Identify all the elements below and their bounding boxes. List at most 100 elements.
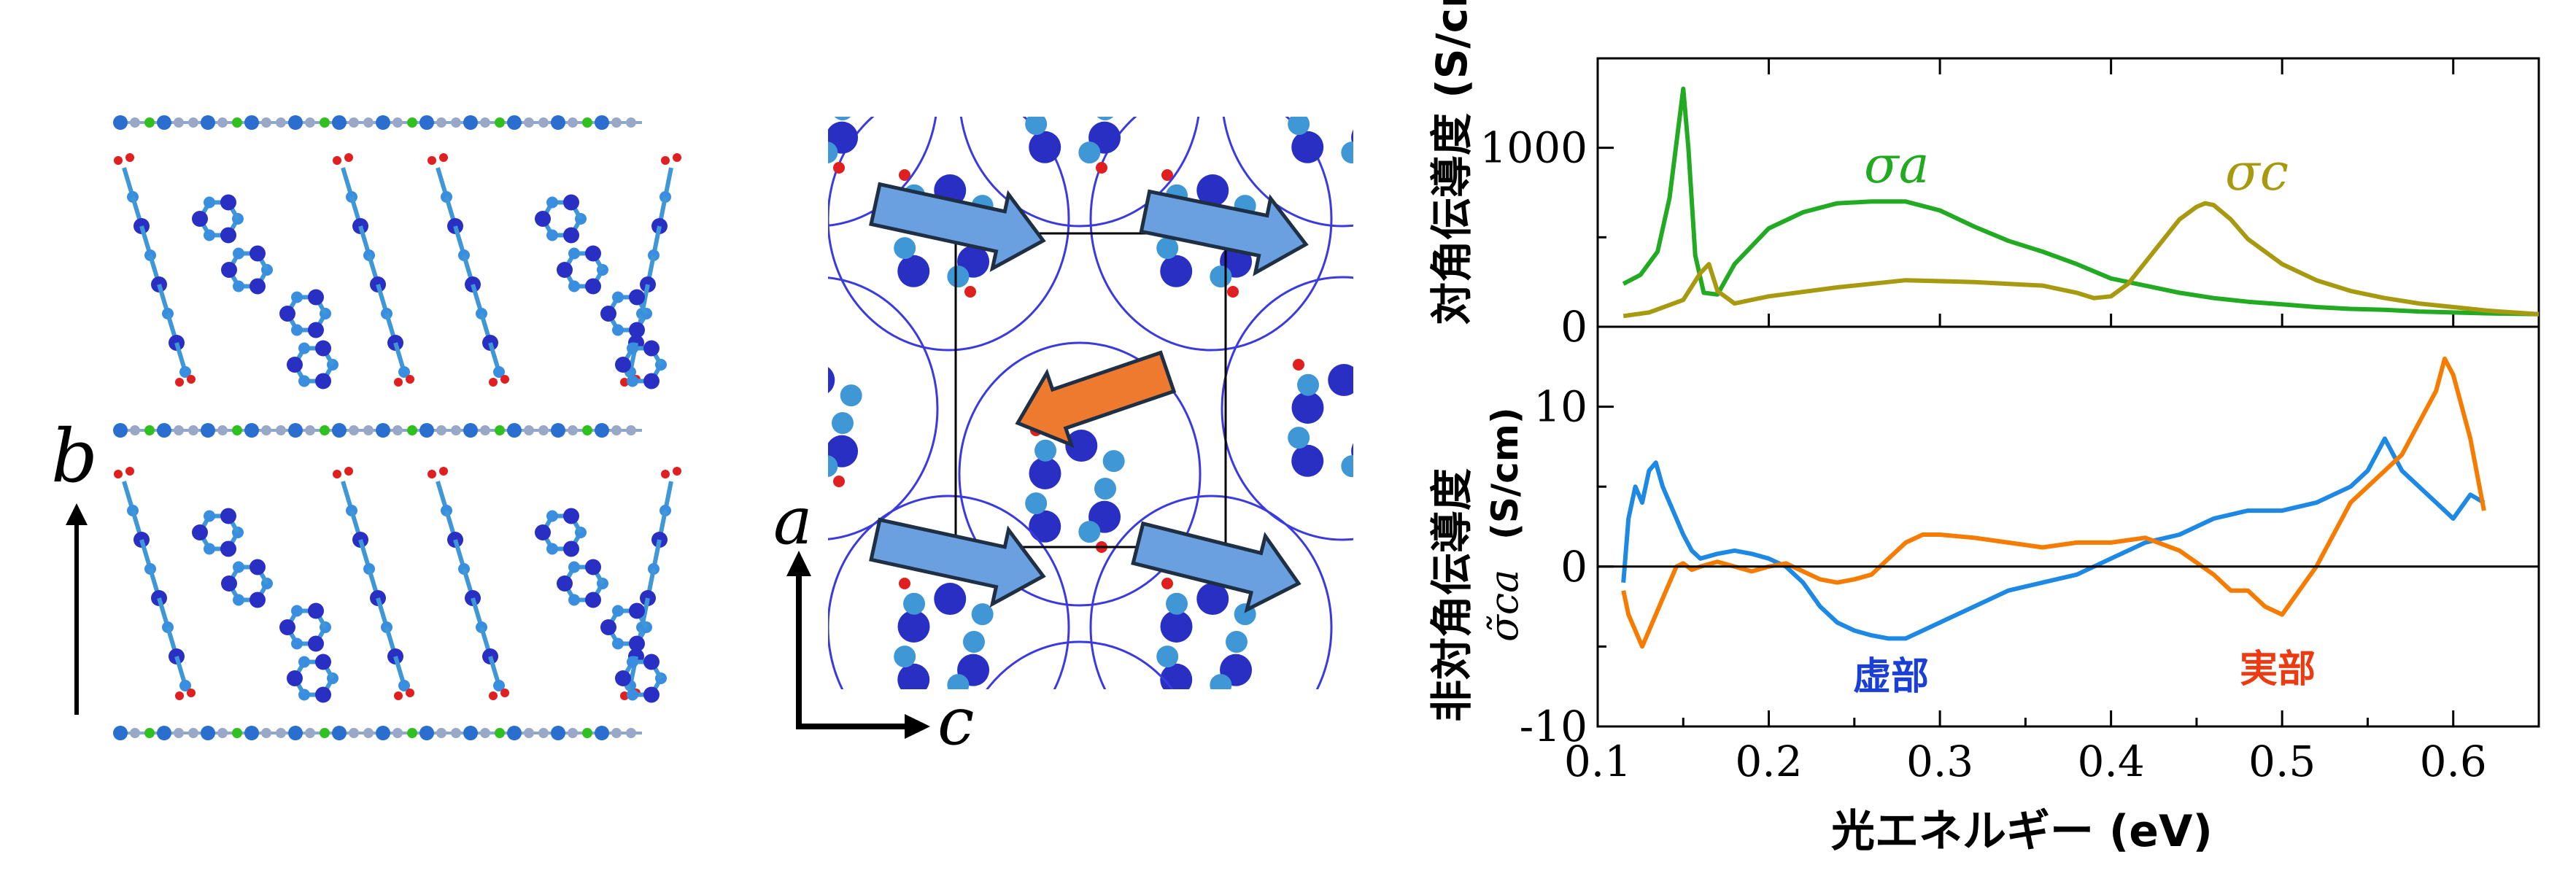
layer-atom: [595, 115, 609, 130]
ring-atom: [627, 656, 638, 668]
molecule-atom: [398, 680, 410, 691]
cluster-atom: [1297, 61, 1319, 82]
ring-atom: [204, 196, 215, 209]
x-tick-label: 0.4: [2078, 737, 2145, 786]
cluster-atom: [1196, 174, 1229, 207]
ring-atom: [279, 619, 295, 635]
oxygen-atom: [125, 467, 134, 476]
oxygen-atom: [187, 689, 196, 697]
oxygen-atom: [394, 378, 403, 387]
ring-atom: [233, 561, 244, 573]
cluster-atom: [828, 141, 838, 164]
layer-atom: [524, 117, 534, 128]
series-line: [1621, 356, 2486, 649]
layer-atom: [288, 726, 303, 740]
ring-atom: [600, 619, 616, 635]
oxygen-atom: [439, 153, 448, 162]
oxygen-atom: [500, 375, 509, 384]
cluster-atom: [1156, 645, 1179, 668]
bottom-y-axis-label: 非対角伝導度: [1427, 468, 1477, 722]
layer-atom: [144, 117, 155, 128]
molecule-ellipse: [828, 495, 1070, 689]
ring-atom: [612, 324, 624, 336]
a-axis-arrow-head-icon: [786, 551, 811, 576]
molecule-atom: [493, 680, 505, 691]
cluster-atom: [1291, 78, 1323, 110]
cluster-atom: [1351, 443, 1353, 460]
b-axis-label: b: [51, 414, 98, 499]
layer-atom: [288, 423, 303, 438]
ring-atom: [315, 373, 331, 389]
cluster-atom: [1029, 510, 1061, 543]
cluster-atom: [828, 435, 859, 468]
layer-atom: [244, 115, 259, 130]
bottom-y-axis-unit: (S/cm): [1484, 407, 1526, 540]
ring-atom: [615, 357, 631, 373]
layer-atom: [157, 423, 171, 438]
ring-atom: [287, 357, 303, 373]
oxygen-atom: [333, 470, 341, 478]
layer-atom: [392, 425, 403, 435]
ring-atom: [563, 508, 579, 524]
oxygen-atom: [673, 467, 681, 476]
cluster-atom: [1210, 265, 1232, 288]
cluster-atom: [1094, 478, 1116, 500]
ring-atom: [250, 559, 266, 575]
moment-arrow-icon: [1131, 521, 1301, 613]
cluster-atom: [1029, 810, 1061, 842]
y-tick-label: 0: [1560, 302, 1587, 352]
layer-atom: [495, 117, 505, 128]
cluster-atom: [762, 113, 784, 135]
oxygen-atom: [1096, 840, 1107, 852]
layer-atom: [407, 117, 417, 128]
layer-atom: [419, 726, 434, 740]
layer-atom: [524, 425, 534, 435]
oxygen-atom: [899, 578, 910, 589]
ring-atom: [563, 194, 579, 211]
oxygen-atom: [428, 470, 436, 478]
ring-atom: [557, 262, 573, 278]
ring-atom: [612, 637, 624, 650]
cluster-atom: [1341, 141, 1353, 164]
layer-atom: [407, 728, 417, 738]
cluster-atom: [828, 367, 835, 393]
oxygen-atom: [428, 156, 436, 165]
cluster-atom: [1029, 756, 1061, 788]
layer-atom: [611, 728, 622, 738]
ring-atom: [563, 540, 579, 557]
ring-atom: [615, 670, 631, 686]
ring-atom: [250, 245, 266, 262]
ring-atom: [308, 322, 324, 338]
cluster-atom: [1160, 255, 1193, 287]
layer-atom: [217, 425, 228, 435]
oxygen-atom: [333, 156, 341, 165]
layer-atom: [201, 115, 215, 130]
moment-arrow-icon: [869, 182, 1046, 272]
layer-atom: [582, 728, 592, 738]
layer-atom: [144, 425, 155, 435]
layer-atom: [157, 115, 171, 130]
oxygen-atom: [833, 476, 845, 487]
layer-atom: [130, 728, 140, 738]
oxygen-atom: [833, 162, 845, 174]
top-plot-ticks: 0 1000: [1480, 57, 1614, 352]
cluster-atom: [840, 384, 862, 407]
layer-atom: [376, 115, 390, 130]
layer-atom: [320, 117, 330, 128]
cluster-atom: [802, 50, 835, 82]
layer-atom: [201, 423, 215, 438]
x-tick-label: 0.2: [1735, 737, 1802, 786]
ring-atom: [192, 524, 208, 540]
oxygen-atom: [406, 689, 414, 697]
layer-atom: [217, 117, 228, 128]
oxygen-atom: [1161, 169, 1173, 181]
unit-cell: [954, 232, 1227, 548]
top-plot-series: [1622, 86, 2540, 319]
oxygen-atom: [175, 378, 184, 387]
molecule-atom: [179, 680, 191, 691]
cluster-atom: [828, 121, 859, 154]
layer-atom: [611, 117, 622, 128]
layer-atom: [436, 117, 446, 128]
ring-atom: [585, 592, 601, 608]
x-tick-label: 0.3: [1906, 737, 1973, 786]
